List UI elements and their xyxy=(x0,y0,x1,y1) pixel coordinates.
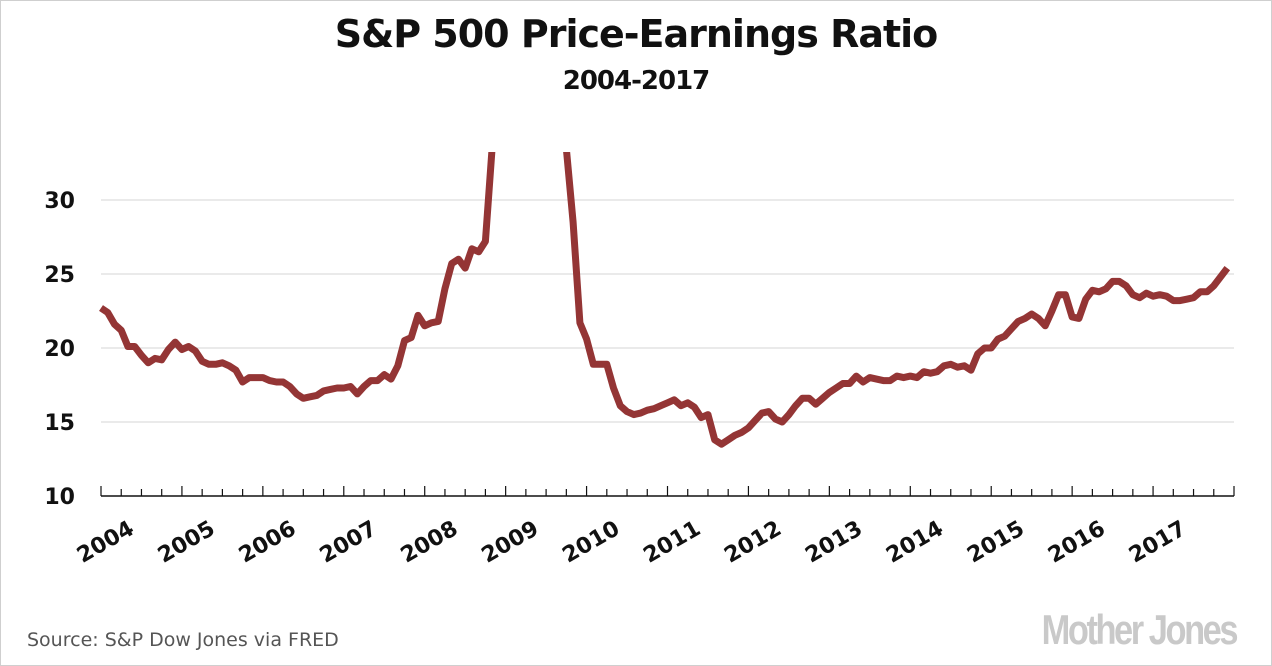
gridlines xyxy=(101,199,1234,423)
y-tick-label: 20 xyxy=(44,337,75,362)
x-axis: 2004 2005 2006 2007 2008 2009 2010 2011 2012 2013… xyxy=(73,486,1235,569)
y-tick-label: 10 xyxy=(44,485,75,510)
series-line-segment xyxy=(99,152,496,402)
series-line-segment xyxy=(563,152,1231,448)
x-tick-label: 2012 xyxy=(720,516,786,568)
publisher-logo: Mother Jones xyxy=(1041,606,1239,653)
x-tick-label: 2017 xyxy=(1125,516,1191,568)
x-tick-label: 2007 xyxy=(316,516,382,568)
chart-title: S&P 500 Price-Earnings Ratio xyxy=(334,12,939,56)
x-tick-label: 2015 xyxy=(963,516,1029,568)
x-tick-label: 2006 xyxy=(235,516,301,568)
x-tick-label: 2011 xyxy=(639,516,705,568)
x-tick-label: 2010 xyxy=(559,516,625,568)
source-note: Source: S&P Dow Jones via FRED xyxy=(27,629,339,651)
chart-subtitle: 2004-2017 xyxy=(562,66,711,96)
y-tick-label: 30 xyxy=(44,189,75,214)
x-tick-label: 2014 xyxy=(882,516,948,568)
x-tick-label: 2013 xyxy=(801,516,867,568)
x-tick-label: 2005 xyxy=(154,516,220,568)
y-tick-label: 25 xyxy=(44,263,75,288)
series-layer xyxy=(99,152,1231,448)
x-tick-label: 2009 xyxy=(478,516,544,568)
y-tick-label: 15 xyxy=(44,411,75,436)
x-tick-label: 2008 xyxy=(397,516,463,568)
y-axis: 10 15 20 25 30 xyxy=(44,189,75,510)
x-tick-label: 2004 xyxy=(73,516,139,568)
x-tick-label: 2016 xyxy=(1044,516,1110,568)
